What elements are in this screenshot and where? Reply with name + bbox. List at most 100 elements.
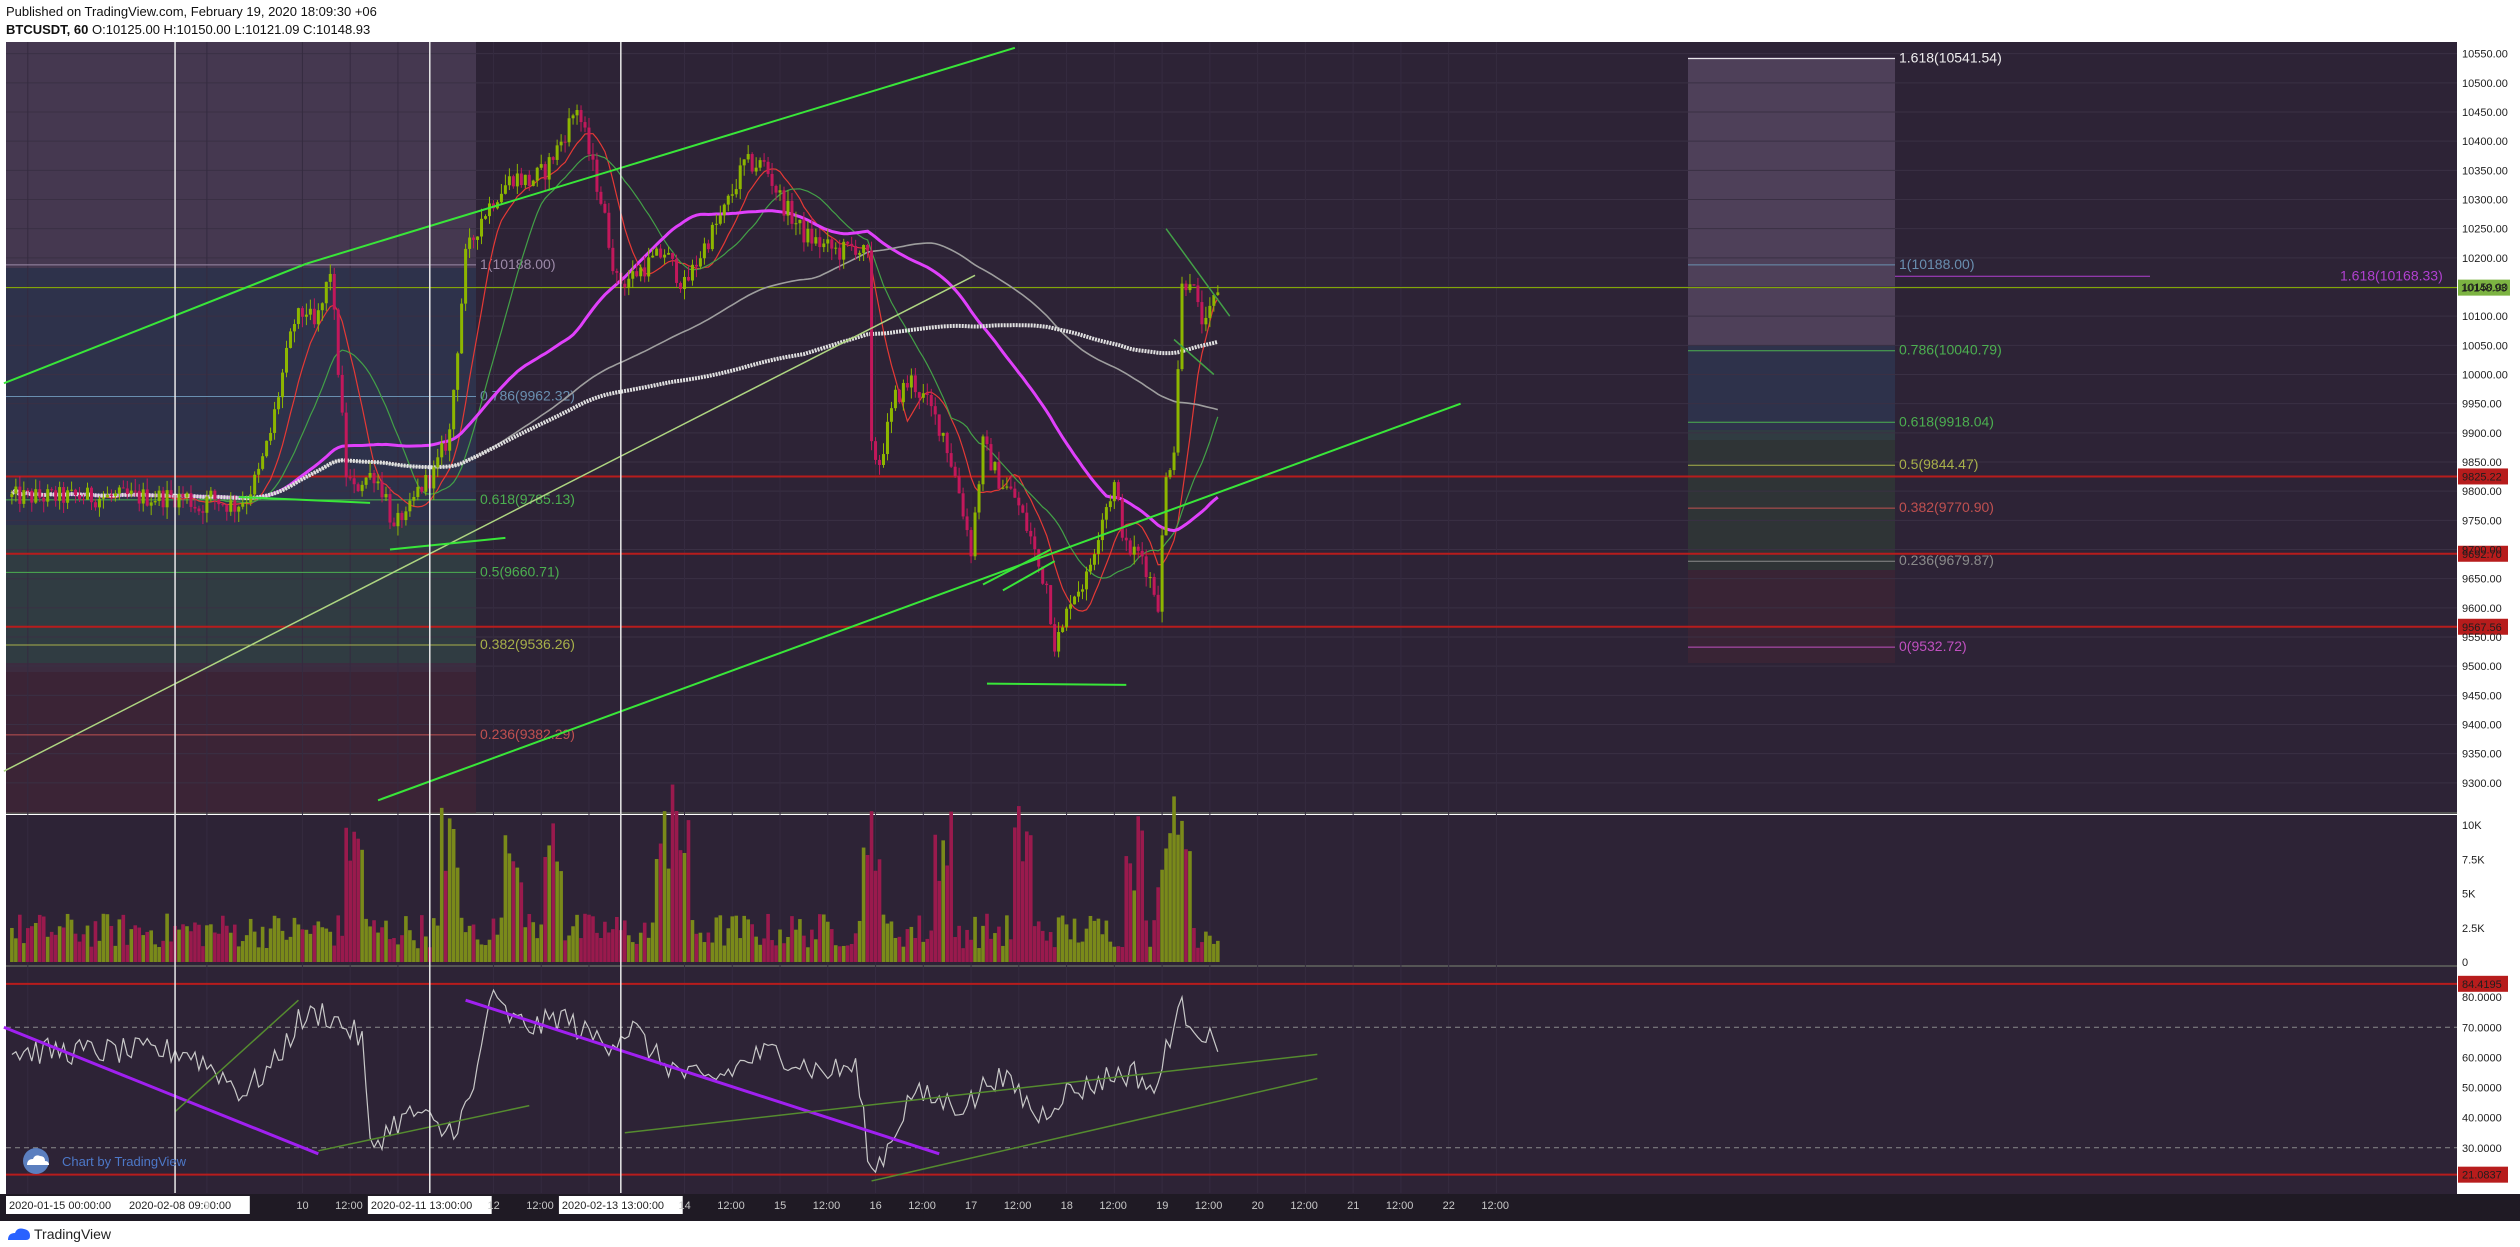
candle-body: [400, 512, 404, 521]
candle-body: [667, 252, 671, 255]
tradingview-logo-icon[interactable]: [6, 1225, 32, 1243]
volume-bar: [61, 927, 66, 962]
candle-body: [468, 237, 472, 249]
volume-bar: [487, 939, 492, 962]
candle-body: [1128, 540, 1132, 555]
rsi-panel[interactable]: [6, 967, 2457, 1194]
time-axis-label: 21: [1347, 1200, 1359, 1212]
volume-panel[interactable]: [6, 815, 2457, 965]
candle-body: [86, 487, 89, 500]
channel-upper-trendline: [3, 262, 307, 385]
volume-bar: [483, 945, 488, 962]
footer-brand[interactable]: TradingView: [34, 1226, 112, 1242]
candle-body: [1132, 546, 1136, 555]
candle-body: [78, 495, 82, 500]
time-axis-label: 2020-02-08 09:00:00: [129, 1200, 231, 1212]
rsi-up-trendline: [318, 1104, 530, 1152]
candle-body: [551, 157, 555, 160]
fib-level-label: 0.382(9536.26): [480, 636, 575, 652]
candle-body: [436, 457, 440, 468]
price-axis-tick: 9700.00: [2462, 545, 2502, 557]
candle-body: [639, 267, 643, 277]
candle-body: [1120, 499, 1124, 538]
candle-body: [686, 276, 690, 281]
footer: [0, 1221, 2520, 1247]
price-axis-tick: 9450.00: [2462, 690, 2502, 702]
volume-bar: [1120, 947, 1125, 962]
volume-bar: [495, 934, 500, 962]
volume-bar: [587, 914, 591, 962]
volume-bar: [240, 941, 245, 962]
volume-bar: [364, 918, 368, 962]
candle-body: [1108, 501, 1112, 508]
candle-body: [205, 496, 209, 513]
time-axis-label: 12:00: [717, 1200, 745, 1212]
rsi-axis-tick: 80.0000: [2462, 992, 2502, 1004]
price-axis-tick: 10100.00: [2462, 311, 2508, 323]
candle-body: [452, 389, 456, 430]
horizontal-levels-layer: 9825.22 9692.70 9567.56 10148.93: [6, 279, 2510, 635]
time-axis-label: 15: [774, 1200, 786, 1212]
candle-body: [1013, 488, 1017, 498]
candle-body: [396, 512, 400, 527]
candle-body: [599, 191, 603, 204]
volume-bar: [638, 932, 643, 962]
candle-body: [368, 472, 372, 478]
volume-bar: [133, 925, 138, 962]
candle-body: [571, 115, 575, 119]
candle-body: [909, 375, 913, 388]
volume-bar: [113, 945, 118, 962]
vertical-markers-layer: [174, 42, 622, 1193]
candle-body: [460, 303, 464, 354]
volume-bar: [475, 939, 480, 962]
volume-bar: [189, 931, 193, 962]
candle-body: [794, 223, 798, 225]
candle-body: [659, 248, 663, 258]
volume-bar: [193, 922, 197, 962]
time-axis-label: 2020-02-11 13:00:00: [371, 1200, 472, 1212]
volume-bar: [244, 935, 249, 962]
fib-zone-right-low: [1688, 570, 1895, 663]
candle-body: [1017, 497, 1021, 506]
volume-bar: [1204, 931, 1208, 962]
volume-bar: [523, 927, 528, 962]
price-axis-tick: 9750.00: [2462, 515, 2502, 527]
volume-axis-tick: 5K: [2462, 889, 2476, 901]
price-axis-bg[interactable]: [2457, 42, 2520, 1194]
candle-body: [281, 372, 285, 398]
candle-body: [921, 393, 925, 398]
candle-body: [105, 494, 109, 498]
time-axis-badge: [126, 1196, 250, 1214]
volume-bar: [447, 818, 452, 962]
volume-bar: [1005, 915, 1009, 962]
volume-bar: [1068, 939, 1073, 962]
volume-bar: [670, 784, 675, 962]
candle-body: [826, 239, 830, 244]
volume-bar: [849, 943, 854, 962]
candle-body: [432, 467, 436, 489]
wedge-lower-line: [1173, 338, 1215, 376]
candle-body: [30, 490, 34, 503]
candle-body: [734, 189, 738, 195]
volume-bar: [869, 811, 874, 962]
volume-bar: [1140, 830, 1144, 962]
volume-bar: [925, 938, 930, 962]
candle-body: [312, 308, 316, 325]
volume-bar: [591, 916, 595, 962]
candle-body: [129, 490, 133, 495]
price-axis-tick: 10300.00: [2462, 195, 2508, 207]
candle-body: [858, 252, 862, 255]
price-axis-tick: 9800.00: [2462, 486, 2502, 498]
volume-bar: [205, 925, 209, 962]
volume-bar: [654, 859, 659, 962]
candle-body: [1212, 294, 1216, 306]
volume-bar: [117, 919, 122, 962]
candle-body: [1192, 284, 1196, 286]
candle-body: [261, 456, 265, 469]
volume-bar: [157, 947, 161, 962]
candle-body: [1069, 604, 1073, 609]
volume-bar: [348, 860, 352, 962]
volume-bar: [22, 943, 26, 962]
volume-bar: [985, 913, 989, 962]
